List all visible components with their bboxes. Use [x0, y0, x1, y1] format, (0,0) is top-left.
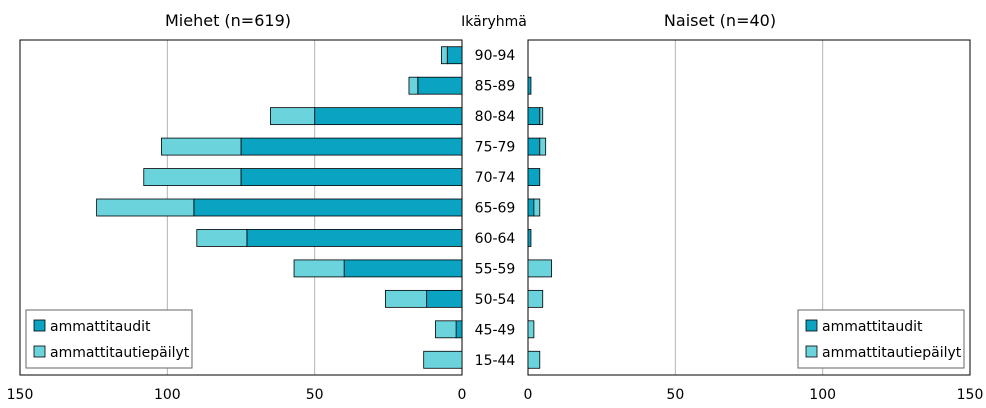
- men-legend-label: ammattitaudit: [50, 319, 151, 335]
- category-label: 65-69: [475, 201, 516, 217]
- women-bar: [539, 107, 544, 126]
- men-x-tick-label: 50: [306, 387, 324, 403]
- women-legend-swatch: [805, 319, 818, 332]
- men-bar: [240, 168, 463, 186]
- women-bar: [527, 320, 535, 339]
- category-label: 55-59: [475, 261, 516, 277]
- category-label: 80-84: [475, 109, 516, 125]
- women-bar: [527, 229, 532, 247]
- men-bar: [446, 46, 463, 65]
- men-x-tick-label: 0: [458, 387, 467, 403]
- category-label: 60-64: [475, 231, 516, 247]
- women-legend: [797, 309, 965, 369]
- men-legend-label: ammattitautiepäilyt: [50, 345, 190, 361]
- men-legend-swatch: [33, 319, 46, 332]
- category-label: 70-74: [475, 170, 516, 186]
- women-x-tick-label: 150: [957, 387, 984, 403]
- men-bar: [293, 259, 345, 278]
- category-label: 15-44: [475, 353, 516, 369]
- men-bar: [143, 168, 242, 186]
- men-bar: [246, 229, 463, 247]
- category-header: Ikäryhmä: [461, 14, 527, 30]
- women-legend-label: ammattitautiepäilyt: [822, 345, 962, 361]
- men-legend: [25, 309, 193, 369]
- category-label: 75-79: [475, 140, 516, 156]
- men-bar: [161, 137, 242, 156]
- women-legend-swatch: [805, 345, 818, 358]
- men-bar: [426, 289, 463, 308]
- women-panel-title: Naiset (n=40): [664, 11, 776, 30]
- men-bar: [455, 320, 463, 339]
- category-label: 50-54: [475, 292, 516, 308]
- women-bar: [527, 137, 541, 156]
- category-label: 45-49: [475, 322, 516, 338]
- men-panel-title: Miehet (n=619): [165, 11, 291, 30]
- men-bar: [196, 229, 248, 247]
- women-bar: [527, 350, 541, 369]
- men-x-tick-label: 150: [7, 387, 34, 403]
- men-bar: [384, 289, 428, 308]
- men-x-tick-label: 100: [154, 387, 181, 403]
- women-bar: [527, 76, 532, 95]
- category-label: 85-89: [475, 79, 516, 95]
- men-bar: [270, 107, 316, 126]
- women-x-tick-label: 0: [524, 387, 533, 403]
- women-bar: [527, 198, 535, 217]
- women-bar: [533, 198, 541, 217]
- men-bar: [314, 107, 463, 126]
- men-bar: [408, 76, 419, 95]
- men-bar: [440, 46, 448, 65]
- men-bar: [240, 137, 463, 156]
- women-bar: [527, 289, 544, 308]
- men-bar: [96, 198, 195, 217]
- women-x-tick-label: 50: [666, 387, 684, 403]
- men-bar: [423, 350, 463, 369]
- men-bar: [343, 259, 463, 278]
- women-bar: [527, 259, 552, 278]
- men-bar: [193, 198, 463, 217]
- women-bar: [527, 107, 541, 126]
- women-legend-label: ammattitaudit: [822, 319, 923, 335]
- men-legend-swatch: [33, 345, 46, 358]
- men-bar: [417, 76, 463, 95]
- women-x-tick-label: 100: [809, 387, 836, 403]
- category-label: 90-94: [475, 48, 516, 64]
- women-bar: [539, 137, 547, 156]
- men-bar: [435, 320, 457, 339]
- women-bar: [527, 168, 541, 186]
